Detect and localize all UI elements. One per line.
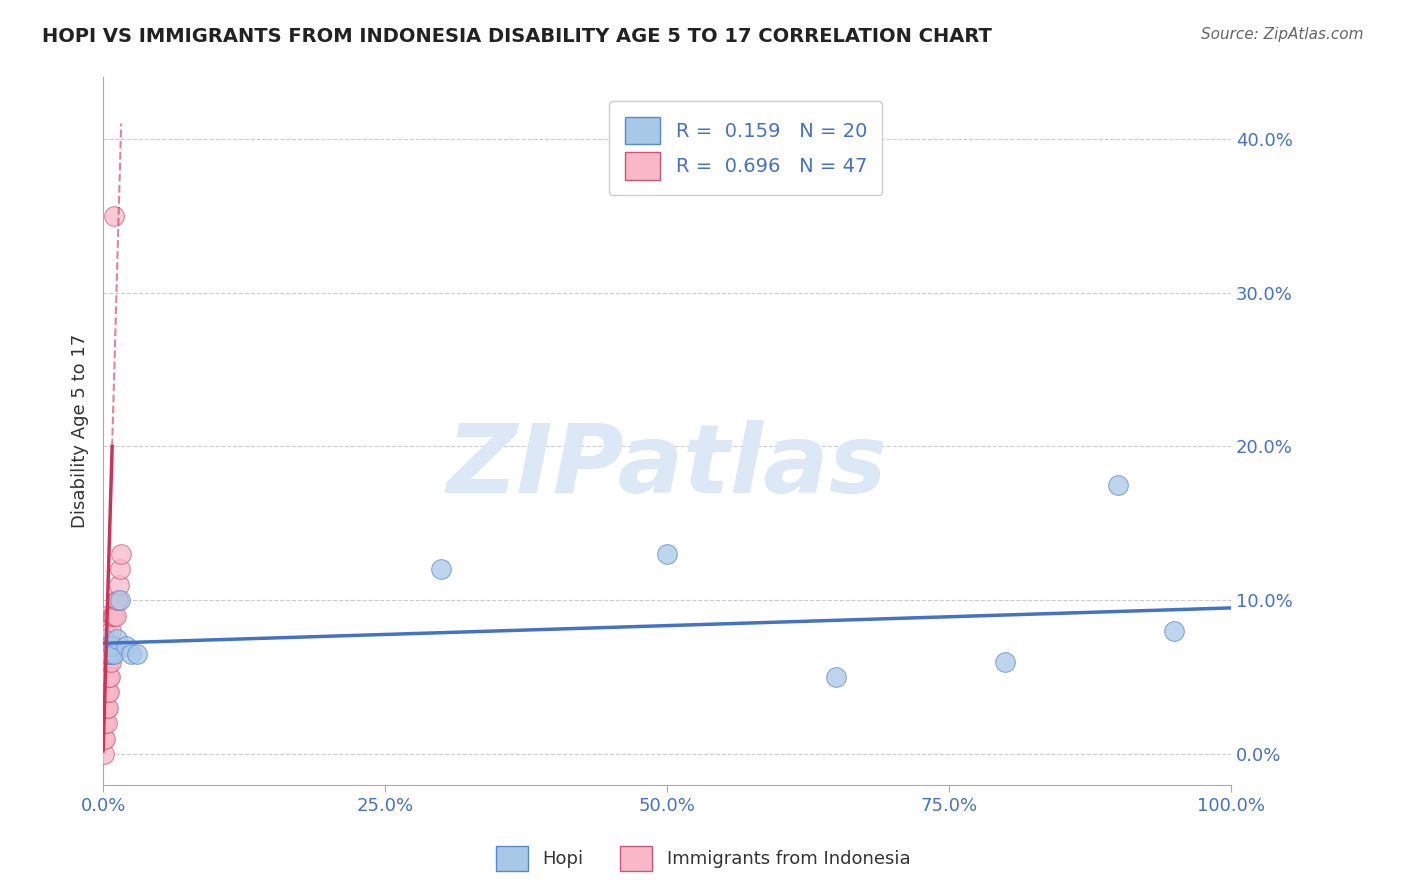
Point: [100, 655, 122, 669]
Point: [97, 685, 120, 699]
Y-axis label: Disability Age 5 to 17: Disability Age 5 to 17: [72, 334, 89, 528]
Point: [94, 701, 117, 715]
Point: [105, 632, 128, 646]
Point: [655, 547, 678, 561]
Point: [97, 670, 120, 684]
Point: [96, 685, 118, 699]
Point: [96, 640, 118, 654]
Point: [994, 655, 1017, 669]
Point: [96, 655, 118, 669]
Point: [103, 647, 125, 661]
Point: [100, 624, 122, 638]
Point: [97, 655, 120, 669]
Point: [825, 670, 848, 684]
Point: [125, 647, 148, 661]
Point: [108, 593, 131, 607]
Point: [103, 608, 125, 623]
Point: [93, 655, 115, 669]
Point: [101, 608, 124, 623]
Point: [430, 562, 453, 576]
Point: [93, 640, 115, 654]
Point: [105, 593, 128, 607]
Point: [94, 731, 117, 746]
Point: [98, 640, 121, 654]
Point: [97, 640, 120, 654]
Point: [103, 608, 125, 623]
Point: [94, 670, 117, 684]
Legend: Hopi, Immigrants from Indonesia: Hopi, Immigrants from Indonesia: [488, 838, 918, 879]
Text: ZIPatlas: ZIPatlas: [447, 420, 887, 513]
Point: [93, 670, 115, 684]
Text: HOPI VS IMMIGRANTS FROM INDONESIA DISABILITY AGE 5 TO 17 CORRELATION CHART: HOPI VS IMMIGRANTS FROM INDONESIA DISABI…: [42, 27, 993, 45]
Point: [103, 640, 125, 654]
Point: [1107, 478, 1129, 492]
Point: [104, 608, 127, 623]
Point: [97, 685, 120, 699]
Point: [98, 670, 121, 684]
Point: [100, 647, 122, 661]
Point: [93, 608, 115, 623]
Point: [108, 578, 131, 592]
Point: [96, 647, 118, 661]
Point: [93, 716, 115, 731]
Point: [93, 747, 115, 761]
Point: [1163, 624, 1185, 638]
Point: [108, 562, 131, 576]
Point: [93, 701, 115, 715]
Point: [94, 716, 117, 731]
Point: [96, 716, 118, 731]
Point: [120, 647, 142, 661]
Point: [101, 640, 124, 654]
Point: [97, 655, 120, 669]
Point: [94, 655, 117, 669]
Point: [107, 593, 129, 607]
Point: [93, 731, 115, 746]
Text: Source: ZipAtlas.com: Source: ZipAtlas.com: [1201, 27, 1364, 42]
Point: [96, 701, 118, 715]
Point: [97, 647, 120, 661]
Point: [93, 685, 115, 699]
Legend: R =  0.159   N = 20, R =  0.696   N = 47: R = 0.159 N = 20, R = 0.696 N = 47: [609, 102, 883, 195]
Point: [94, 624, 117, 638]
Point: [96, 670, 118, 684]
Point: [101, 640, 124, 654]
Point: [98, 640, 121, 654]
Point: [97, 670, 120, 684]
Point: [94, 647, 117, 661]
Point: [94, 685, 117, 699]
Point: [114, 640, 136, 654]
Point: [103, 209, 125, 223]
Point: [93, 624, 115, 638]
Point: [94, 640, 117, 654]
Point: [97, 701, 120, 715]
Point: [110, 547, 132, 561]
Point: [93, 632, 115, 646]
